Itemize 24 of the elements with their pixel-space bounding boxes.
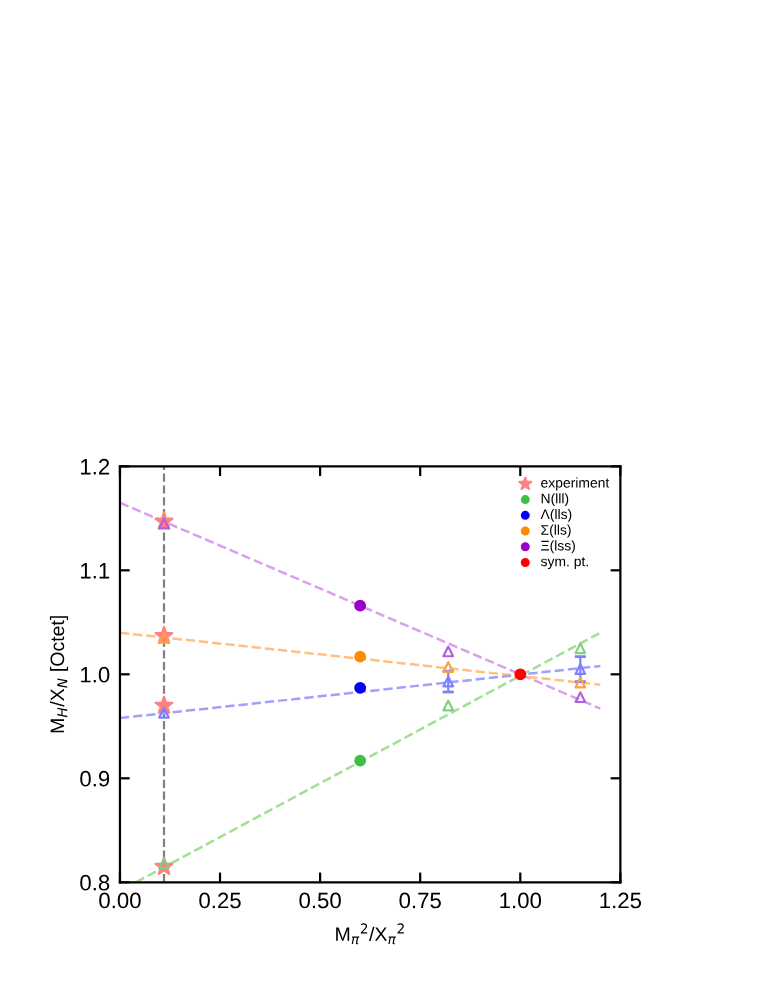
x-axis-title: M$_{π}$$^{2}$/X$_{π}$$^{2}$: [336, 923, 404, 945]
y-axis-title: M$_{H}$/X$_{N}$ [Octet]: [49, 616, 69, 733]
point: [574, 663, 587, 676]
x-tick-label: 0.00: [99, 892, 141, 909]
x-tick-label: 1.25: [600, 892, 642, 909]
point: [442, 699, 455, 712]
point: [354, 599, 367, 612]
y-tick-label: 0.8: [80, 874, 110, 891]
x-tick-label: 0.75: [399, 892, 441, 909]
point: [158, 706, 170, 719]
y-tick-label: 1.1: [81, 563, 110, 579]
y-tick-label: 1.0: [81, 666, 110, 683]
point: [442, 645, 455, 658]
x-tick-label: 1.00: [500, 892, 542, 909]
y-tick-label: 1.2: [81, 458, 110, 475]
point: [442, 675, 455, 688]
point: [354, 681, 367, 694]
y-tick-label: 0.9: [80, 770, 110, 787]
x-tick-label: 0.25: [199, 892, 241, 909]
point: [354, 754, 367, 767]
point: [514, 668, 527, 681]
point: [574, 691, 587, 704]
x-tick-label: 0.50: [299, 892, 341, 909]
point: [354, 650, 367, 663]
